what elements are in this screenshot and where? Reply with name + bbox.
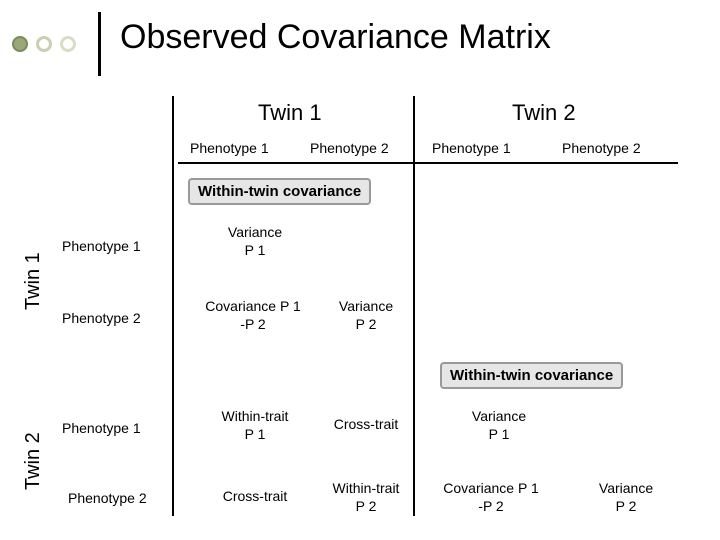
cell-text: P 2 <box>356 316 377 334</box>
cell-text: Within-trait <box>333 480 400 498</box>
cell-text: Variance <box>472 408 526 426</box>
badge-within-twin-1: Within-twin covariance <box>188 178 371 205</box>
row-group-twin1: Twin 1 <box>22 252 45 310</box>
badge-within-twin-2: Within-twin covariance <box>440 362 623 389</box>
row-label-p2b: Phenotype 2 <box>68 490 147 506</box>
col-header-p2b: Phenotype 2 <box>562 140 641 156</box>
title-divider <box>98 12 101 76</box>
cell-var-p2: Variance P 2 <box>316 298 416 333</box>
cell-text: Covariance P 1 <box>443 480 538 498</box>
cell-text: Variance <box>599 480 653 498</box>
col-header-p2: Phenotype 2 <box>310 140 389 156</box>
slide-root: Observed Covariance Matrix Twin 1 Twin 2… <box>0 0 720 540</box>
row-label-p1b: Phenotype 1 <box>62 420 141 436</box>
cell-text: P 1 <box>489 426 510 444</box>
cell-var-p1-b: Variance P 1 <box>444 408 554 443</box>
cell-cross-2: Cross-trait <box>200 488 310 506</box>
cell-text: P 2 <box>356 498 377 516</box>
bullet-icon <box>36 36 52 52</box>
col-header-twin2: Twin 2 <box>512 100 576 126</box>
cell-text: P 1 <box>245 426 266 444</box>
col-header-twin1: Twin 1 <box>258 100 322 126</box>
cell-text: -P 2 <box>478 498 503 516</box>
cell-within-p2: Within-trait P 2 <box>316 480 416 515</box>
row-label-p2: Phenotype 2 <box>62 310 141 326</box>
cell-within-p1: Within-trait P 1 <box>200 408 310 443</box>
col-divider-left <box>172 96 174 516</box>
cell-cross-1: Cross-trait <box>316 416 416 434</box>
bullet-icon <box>60 36 76 52</box>
cell-text: -P 2 <box>240 316 265 334</box>
row-group-twin2: Twin 2 <box>22 432 45 490</box>
cell-text: Variance <box>228 224 282 242</box>
col-header-p1b: Phenotype 1 <box>432 140 511 156</box>
cell-text: Within-trait <box>222 408 289 426</box>
col-header-p1: Phenotype 1 <box>190 140 269 156</box>
cell-text: P 1 <box>245 242 266 260</box>
cell-cov-p1p2: Covariance P 1 -P 2 <box>188 298 318 333</box>
page-title: Observed Covariance Matrix <box>120 18 551 57</box>
cell-text: Covariance P 1 <box>205 298 300 316</box>
cell-text: Variance <box>339 298 393 316</box>
cell-cov-p1p2-b: Covariance P 1 -P 2 <box>426 480 556 515</box>
row-label-p1: Phenotype 1 <box>62 238 141 254</box>
header-underline <box>178 162 678 164</box>
bullet-icon <box>12 36 28 52</box>
cell-var-p1: Variance P 1 <box>200 224 310 259</box>
cell-text: P 2 <box>616 498 637 516</box>
title-bullets <box>12 36 76 52</box>
cell-var-p2-b: Variance P 2 <box>576 480 676 515</box>
